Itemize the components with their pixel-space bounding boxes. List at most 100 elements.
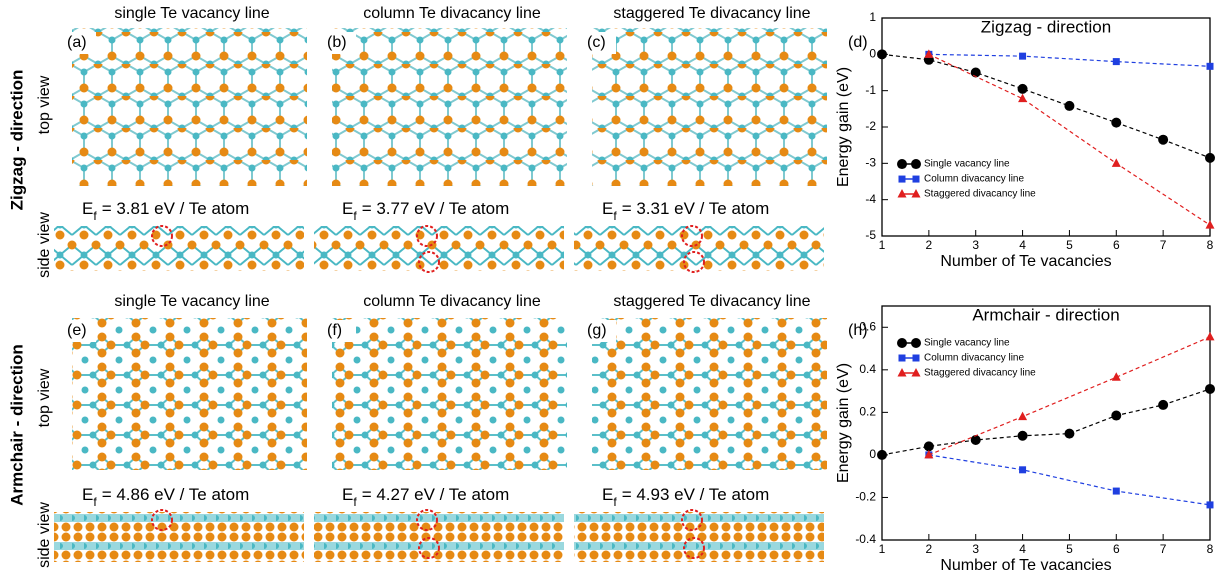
marker	[924, 441, 934, 451]
x-tick-label: 8	[1207, 542, 1214, 556]
x-tick-label: 1	[879, 542, 886, 556]
y-tick-label: 1	[869, 10, 876, 24]
chart-title: Zigzag - direction	[981, 17, 1111, 36]
x-tick-label: 6	[1113, 238, 1120, 252]
energy-subscript: f	[613, 209, 617, 223]
panel-title: single Te vacancy line	[114, 5, 269, 22]
marker	[1019, 53, 1026, 60]
x-tick-label: 7	[1160, 542, 1167, 556]
panel-letter: (f)	[327, 322, 342, 339]
energy-subscript: f	[93, 209, 97, 223]
energy-value: = 3.81 eV / Te atom	[102, 199, 250, 218]
formation-energy: Ef= 4.86 eV / Te atom	[82, 485, 249, 509]
panel-title: single Te vacancy line	[114, 293, 269, 310]
formation-energy: Ef= 3.77 eV / Te atom	[342, 199, 509, 223]
y-tick-label: -4	[865, 192, 876, 206]
formation-energy: Ef= 3.81 eV / Te atom	[82, 199, 249, 223]
row-label: Zigzag - direction	[7, 70, 26, 211]
view-label: top view	[36, 368, 53, 427]
panel-letter: (c)	[587, 34, 606, 51]
energy-subscript: f	[353, 495, 357, 509]
marker	[1064, 101, 1074, 111]
energy-value: = 3.77 eV / Te atom	[362, 199, 510, 218]
chart-title: Armchair - direction	[972, 305, 1119, 324]
y-tick-label: 0	[869, 47, 876, 61]
x-tick-label: 5	[1066, 238, 1073, 252]
legend-marker	[897, 338, 907, 348]
x-tick-label: 4	[1019, 542, 1026, 556]
series-line	[929, 54, 1210, 66]
formation-energy: Ef= 4.93 eV / Te atom	[602, 485, 769, 509]
row-label: Armchair - direction	[7, 344, 26, 506]
marker	[1206, 220, 1215, 229]
marker	[971, 435, 981, 445]
legend-marker	[911, 338, 921, 348]
y-tick-label: 0.4	[859, 362, 876, 376]
panel-letter: (d)	[848, 34, 868, 51]
energy-value: = 4.86 eV / Te atom	[102, 485, 250, 504]
panel-letter: (a)	[67, 34, 87, 51]
marker	[877, 49, 887, 59]
legend-label: Column divacancy line	[924, 353, 1024, 364]
marker	[1018, 84, 1028, 94]
x-tick-label: 1	[879, 238, 886, 252]
legend-marker	[911, 159, 921, 169]
y-tick-label: -3	[865, 156, 876, 170]
y-tick-label: 0	[869, 447, 876, 461]
marker	[1206, 332, 1215, 341]
x-tick-label: 3	[972, 542, 979, 556]
panel-letter: (e)	[67, 322, 87, 339]
x-tick-label: 2	[926, 542, 933, 556]
legend-label: Single vacancy line	[924, 338, 1010, 349]
formation-energy: Ef= 4.27 eV / Te atom	[342, 485, 509, 509]
x-tick-label: 7	[1160, 238, 1167, 252]
figure: Zigzag - direction Armchair - direction to…	[0, 0, 1216, 573]
energy-value: = 3.31 eV / Te atom	[622, 199, 770, 218]
legend-marker	[913, 176, 920, 183]
y-tick-label: -0.2	[855, 490, 876, 504]
y-tick-label: -1	[865, 83, 876, 97]
energy-subscript: f	[613, 495, 617, 509]
marker	[1112, 158, 1121, 167]
energy-subscript: f	[93, 495, 97, 509]
y-tick-label: -5	[865, 228, 876, 242]
marker	[1158, 400, 1168, 410]
side-view-structure	[574, 512, 824, 562]
view-label: top view	[36, 75, 53, 134]
marker	[1205, 384, 1215, 394]
top-view-structure	[72, 318, 307, 470]
x-axis-label: Number of Te vacancies	[940, 253, 1111, 270]
panel-letter: (g)	[587, 322, 607, 339]
marker	[1018, 431, 1028, 441]
marker	[1158, 135, 1168, 145]
legend-label: Staggered divacancy line	[924, 189, 1036, 200]
y-tick-label: -2	[865, 119, 876, 133]
legend-label: Column divacancy line	[924, 174, 1024, 185]
marker	[1111, 411, 1121, 421]
marker	[1207, 501, 1214, 508]
x-tick-label: 5	[1066, 542, 1073, 556]
legend-marker	[897, 159, 907, 169]
panel-letter: (h)	[848, 322, 868, 339]
panel-title: column Te divacancy line	[363, 293, 541, 310]
legend-marker	[899, 355, 906, 362]
top-view-structure	[332, 318, 567, 470]
marker	[1113, 58, 1120, 65]
marker	[1018, 94, 1027, 103]
marker	[1113, 488, 1120, 495]
energy-symbol: E	[342, 485, 353, 504]
energy-value: = 4.93 eV / Te atom	[622, 485, 770, 504]
y-tick-label: 0.2	[859, 405, 876, 419]
legend-marker	[899, 176, 906, 183]
top-view-structure	[332, 28, 567, 186]
marker	[1018, 412, 1027, 421]
legend-marker	[913, 355, 920, 362]
energy-symbol: E	[342, 199, 353, 218]
top-view-structure	[72, 28, 307, 186]
marker	[1205, 153, 1215, 163]
side-view-structure	[574, 226, 824, 271]
y-tick-label: -0.4	[855, 532, 876, 546]
x-tick-label: 4	[1019, 238, 1026, 252]
